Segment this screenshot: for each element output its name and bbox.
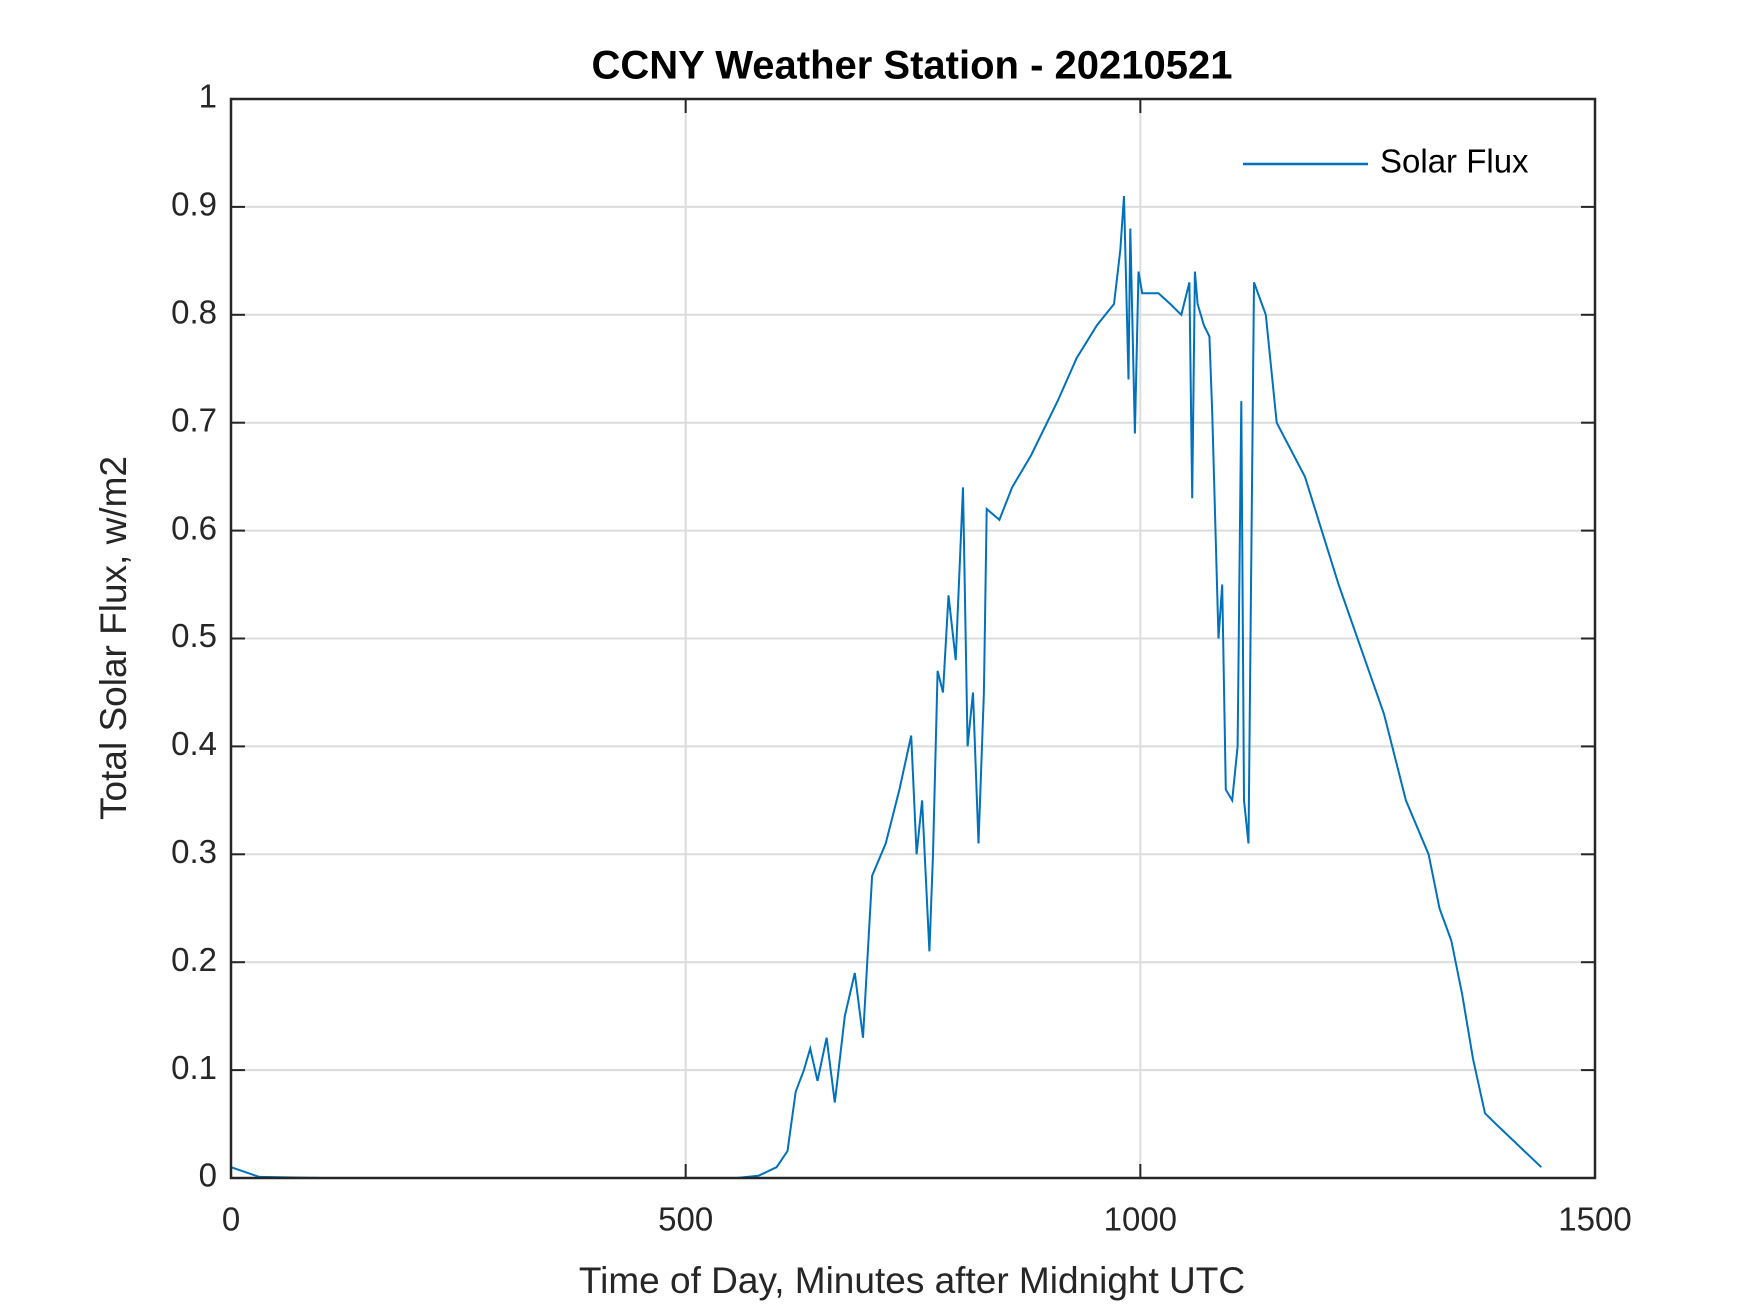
x-tick-label: 500 xyxy=(658,1201,713,1238)
x-tick-label: 1500 xyxy=(1558,1201,1631,1238)
y-tick-label: 0.4 xyxy=(171,725,217,762)
x-tick-label: 1000 xyxy=(1104,1201,1177,1238)
y-tick-label: 0.8 xyxy=(171,294,217,331)
y-axis-label: Total Solar Flux, w/m2 xyxy=(93,456,134,820)
y-tick-label: 0.3 xyxy=(171,833,217,870)
y-tick-label: 1 xyxy=(199,78,217,115)
data-line xyxy=(230,196,1542,1179)
y-tick-label: 0.2 xyxy=(171,941,217,978)
y-tick-label: 0.6 xyxy=(171,509,217,546)
y-tick-label: 0.7 xyxy=(171,401,217,438)
y-tick-label: 0 xyxy=(199,1157,217,1194)
y-tick-label: 0.9 xyxy=(171,186,217,223)
chart-title: CCNY Weather Station - 20210521 xyxy=(592,44,1233,88)
plot-frame xyxy=(229,97,1597,1180)
y-tick-label: 0.5 xyxy=(171,617,217,654)
x-tick-label: 0 xyxy=(222,1201,240,1238)
x-axis-label: Time of Day, Minutes after Midnight UTC xyxy=(579,1260,1245,1301)
legend-label: Solar Flux xyxy=(1380,143,1529,180)
y-tick-label: 0.1 xyxy=(171,1049,217,1086)
